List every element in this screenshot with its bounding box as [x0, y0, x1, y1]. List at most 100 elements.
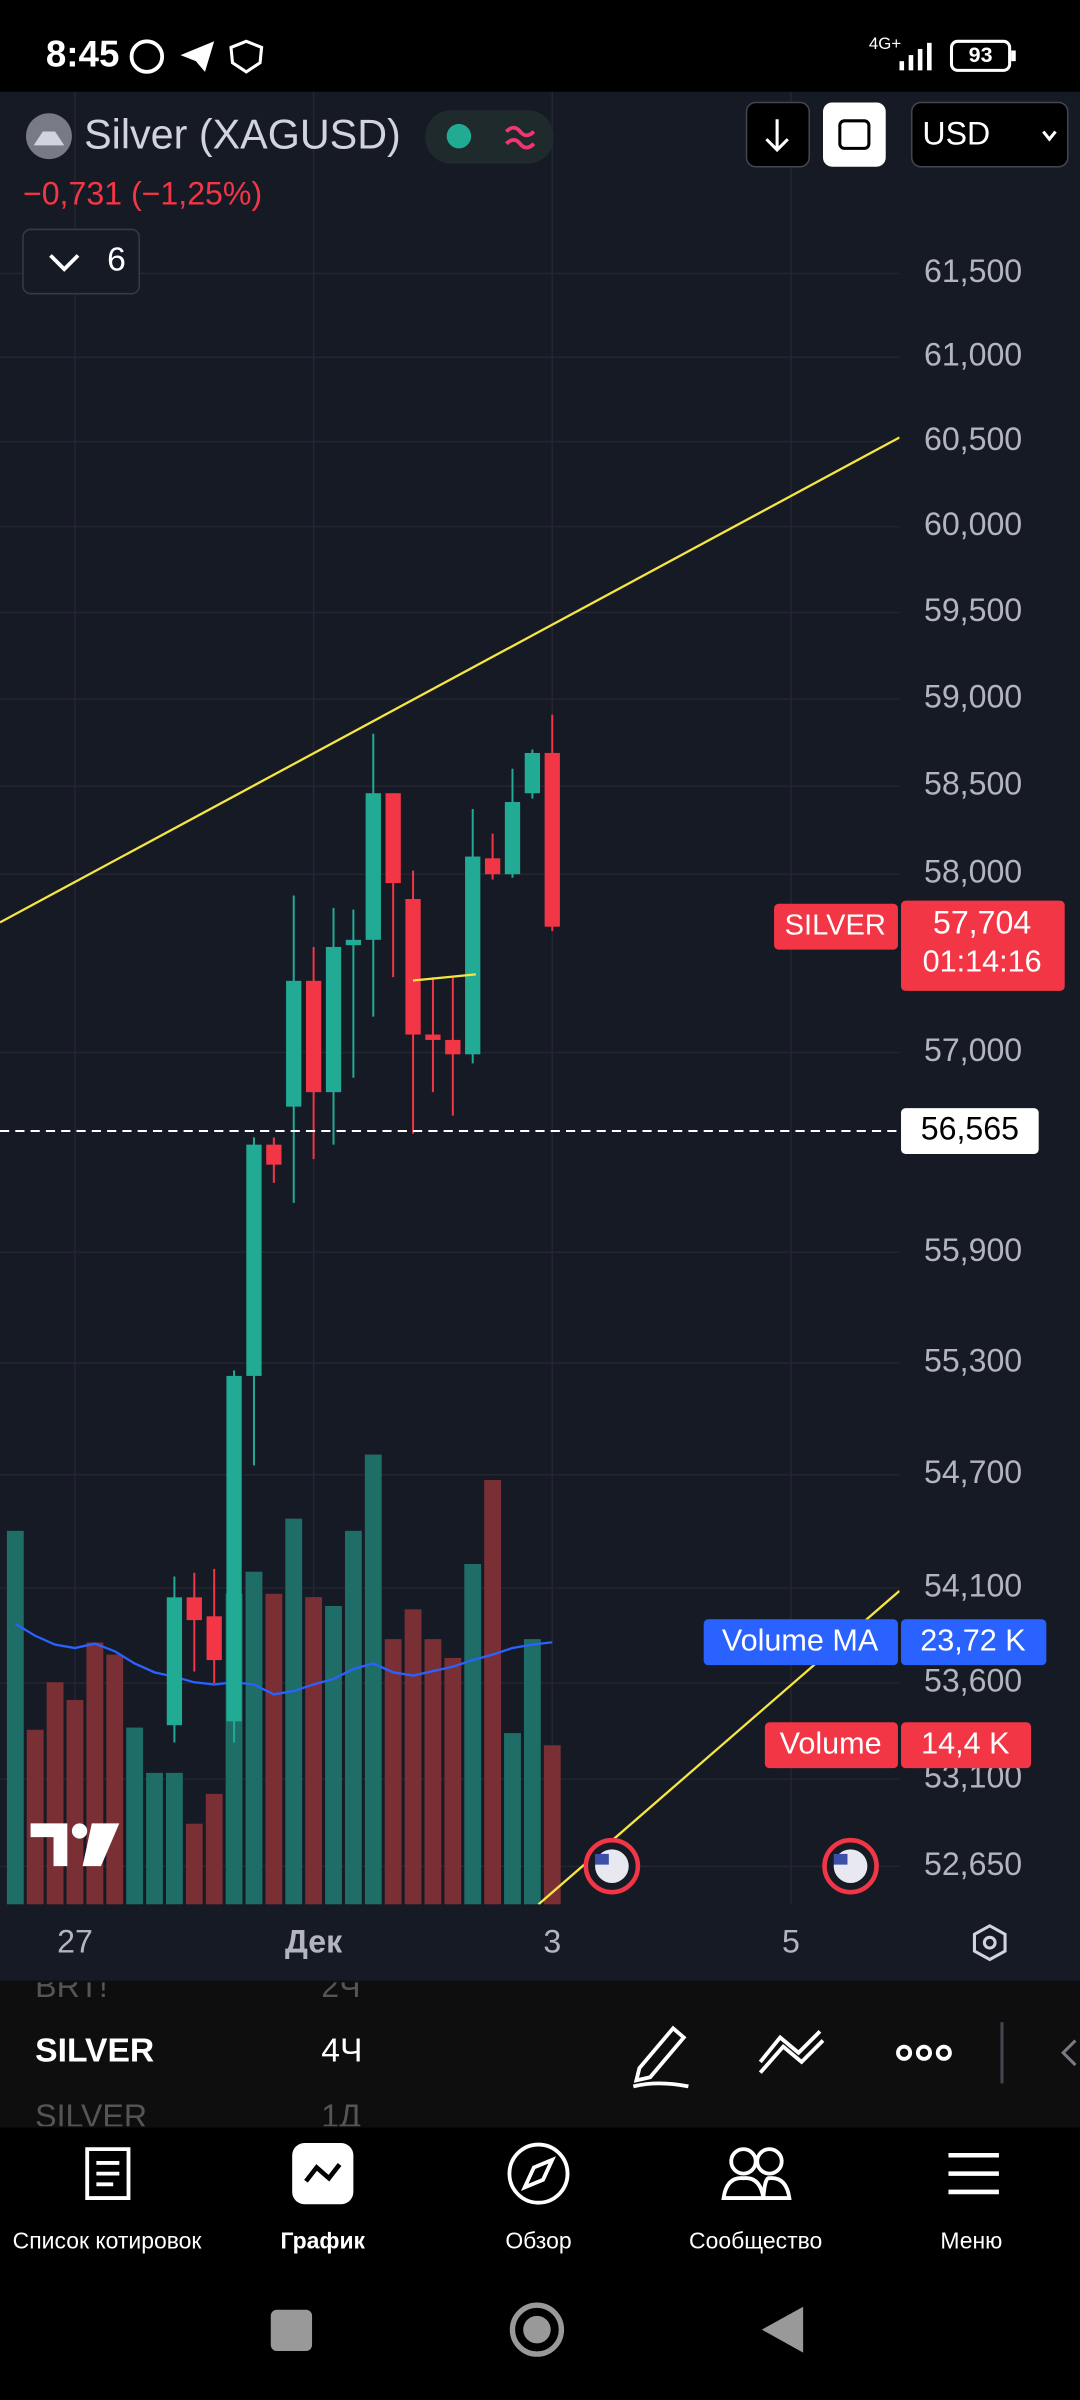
volume-bar	[106, 1654, 124, 1905]
prev-close-label: 56,565	[921, 1111, 1019, 1147]
currency-select[interactable]	[910, 101, 1069, 168]
volume-bar	[26, 1729, 44, 1905]
nav-label: Обзор	[505, 2228, 571, 2254]
home-dot	[523, 2315, 551, 2344]
volume-ma-badge	[703, 1619, 898, 1666]
symbol-logo-mark	[33, 131, 65, 146]
volume-bar	[543, 1745, 561, 1905]
trend-line	[412, 973, 476, 982]
candle-body	[226, 1375, 242, 1722]
y-tick-label: 60,500	[924, 421, 1022, 457]
y-tick-label: 54,100	[924, 1567, 1022, 1603]
battery-tip	[1011, 50, 1016, 62]
candle-body	[325, 946, 342, 1093]
y-tick-label: 58,500	[924, 766, 1022, 802]
watchlist-interval: 4Ч	[321, 2033, 362, 2070]
price-change: −0,731 (−1,25%)	[23, 175, 262, 211]
axes: 61,500 61,000 60,500 60,000 59,500 59,000 58,5…	[0, 253, 1065, 1960]
volume-bar	[484, 1479, 502, 1905]
watchlist-symbol[interactable]: SILVER	[35, 2033, 154, 2070]
candle-body	[345, 939, 362, 946]
volume-ma-name: Volume MA	[722, 1623, 879, 1657]
candle-body	[385, 793, 401, 884]
nav-item[interactable]: График	[280, 2143, 366, 2254]
prev-close-badge	[901, 1108, 1039, 1154]
y-tick-label: 53,600	[924, 1663, 1022, 1699]
recents-button[interactable]	[270, 2309, 313, 2352]
volume-bar	[444, 1657, 462, 1905]
volume-bar	[165, 1772, 183, 1905]
candle-body	[266, 1144, 282, 1165]
indicators-toggle[interactable]	[22, 228, 140, 295]
y-tick-label: 60,000	[924, 506, 1022, 542]
volume-bar	[424, 1639, 442, 1905]
volume-bar	[46, 1682, 64, 1905]
candle-body	[286, 980, 302, 1107]
countdown: 01:14:16	[923, 944, 1042, 978]
collapse-button[interactable]	[1061, 2039, 1077, 2067]
volume-bar	[146, 1772, 163, 1905]
market-status[interactable]	[425, 110, 554, 164]
candle-body	[405, 898, 421, 1035]
volume-bar	[344, 1530, 362, 1905]
nav-label: Меню	[940, 2228, 1002, 2254]
event-flag[interactable]	[583, 1837, 641, 1895]
delay-icon	[504, 125, 536, 150]
more-button[interactable]	[896, 2044, 952, 2061]
chevron	[49, 254, 80, 272]
status-bar	[0, 0, 1080, 92]
symbol-name[interactable]: Silver (XAGUSD)	[84, 112, 401, 158]
nav-item[interactable]: Сообщество	[689, 2147, 822, 2254]
candle-body	[544, 752, 560, 927]
trend-tool-button[interactable]	[758, 2030, 825, 2074]
nav-label: Сообщество	[689, 2228, 822, 2254]
volume-bar	[384, 1639, 402, 1905]
watchlist-interval: 2Ч	[321, 1968, 360, 2004]
volume-ma-value: 23,72 K	[920, 1623, 1026, 1657]
candle-body	[504, 802, 521, 875]
volume-bar	[66, 1699, 84, 1905]
layout-button[interactable]	[823, 102, 886, 167]
back-button[interactable]	[761, 2306, 804, 2353]
home-button[interactable]	[509, 2302, 565, 2357]
candle-body	[425, 1034, 441, 1040]
volume-badge	[764, 1722, 898, 1769]
candle-body	[365, 793, 381, 940]
nav-item[interactable]: Меню	[940, 2152, 1002, 2254]
volume-bar	[504, 1733, 521, 1905]
battery-level: 93	[969, 43, 993, 67]
volume-bar	[126, 1727, 144, 1905]
y-tick-label: 59,500	[924, 592, 1022, 628]
volume-bar	[404, 1609, 422, 1905]
candle-body	[206, 1616, 222, 1661]
y-tick-label: 55,300	[924, 1342, 1022, 1378]
battery-icon	[949, 39, 1012, 72]
symbol-badge	[774, 903, 898, 950]
volume-bar	[245, 1571, 263, 1905]
telegram-icon	[180, 41, 215, 72]
nav-item[interactable]: Список котировок	[13, 2147, 203, 2254]
draw-tool-button[interactable]	[632, 2025, 689, 2089]
grid	[0, 91, 900, 1905]
symbol-badge-label: SILVER	[785, 909, 886, 941]
y-tick-label: 54,700	[924, 1454, 1022, 1490]
network-type: 4G+	[869, 34, 901, 53]
event-flag[interactable]	[822, 1837, 879, 1895]
volume-bar	[265, 1593, 283, 1905]
x-tick-label: 3	[543, 1924, 561, 1960]
nav-item[interactable]: Обзор	[505, 2142, 572, 2254]
y-tick-label: 58,000	[924, 854, 1022, 890]
market-open-dot	[446, 123, 472, 149]
last-price-label: 57,704	[933, 905, 1031, 941]
y-tick-label: 61,500	[924, 253, 1022, 289]
nav-label: Список котировок	[13, 2228, 203, 2254]
volume-bar	[523, 1639, 541, 1905]
watchlist-symbol[interactable]: SILVER	[35, 2098, 147, 2134]
volume-ma-value-badge	[901, 1619, 1047, 1666]
watchlist-symbol[interactable]: BRT!	[35, 1968, 108, 2004]
candle-body	[484, 858, 501, 875]
settings-button[interactable]	[972, 1924, 1007, 1962]
signal-icon	[899, 42, 932, 71]
candle-body	[246, 1144, 262, 1376]
